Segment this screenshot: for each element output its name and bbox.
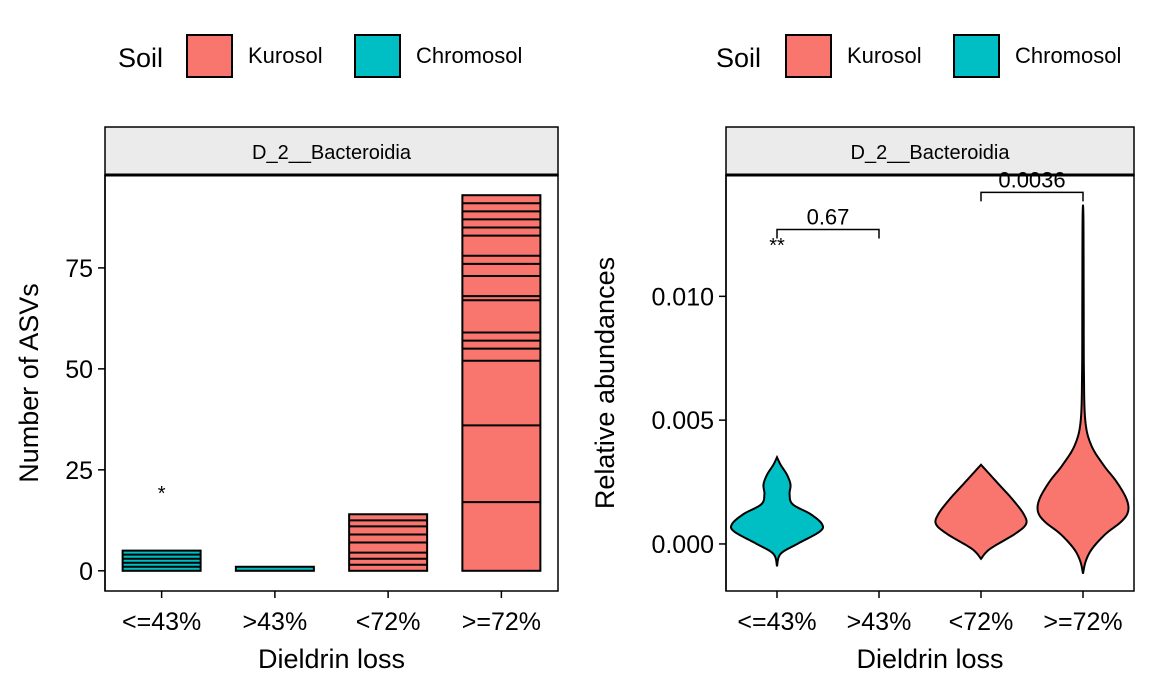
facet-strip <box>725 126 1135 176</box>
legend-label-chromosol: Chromosol <box>1015 43 1121 68</box>
y-axis: 0.000 0.005 0.010 <box>651 175 727 591</box>
legend-label-kurosol: Kurosol <box>847 43 922 68</box>
annotations: * <box>158 483 166 505</box>
facet-strip-label: D_2__Bacteroidia <box>252 142 412 164</box>
y-tick-label: 0.005 <box>651 407 714 435</box>
legend-right: Soil Kurosol Chromosol <box>716 34 1121 78</box>
facet-strip-label: D_2__Bacteroidia <box>851 142 1011 164</box>
legend-label-chromosol: Chromosol <box>416 43 522 68</box>
legend-key-chromosol <box>953 34 1000 78</box>
x-axis: <=43% >43% <72% >=72% <box>737 591 1123 636</box>
legend-key-kurosol <box>785 34 832 78</box>
violin <box>729 454 825 567</box>
legend-title: Soil <box>118 43 163 73</box>
y-axis: 0 25 50 75 <box>65 175 106 591</box>
x-tick-label: <72% <box>356 608 421 636</box>
violin-chart-panel: D_2__Bacteroidia 0.000 0.005 0.010 <=43% >4… <box>590 126 1135 674</box>
bar <box>461 194 542 572</box>
x-axis-title: Dieldrin loss <box>258 644 405 674</box>
legend-key-kurosol <box>186 34 233 78</box>
y-axis-title: Number of ASVs <box>14 283 44 483</box>
legend-left: Soil Kurosol Chromosol <box>118 34 522 78</box>
significance-brackets: 0.67 0.0036 <box>776 167 1084 239</box>
legend-label-kurosol: Kurosol <box>248 43 323 68</box>
annotations: ** <box>769 235 785 257</box>
facet-strip <box>104 126 559 176</box>
x-tick-label: >43% <box>847 608 912 636</box>
violins <box>729 204 1130 574</box>
bar <box>121 549 202 572</box>
p-value-label: 0.67 <box>807 204 850 229</box>
p-value-label: 0.0036 <box>998 167 1065 192</box>
legend-title: Soil <box>716 43 761 73</box>
bar-chart-panel: D_2__Bacteroidia 0 25 50 75 <=43% >43% <72% >=… <box>14 126 559 674</box>
y-tick-label: 75 <box>65 255 93 283</box>
x-tick-label: <72% <box>949 608 1014 636</box>
y-tick-label: 50 <box>65 356 93 384</box>
x-axis-title: Dieldrin loss <box>856 644 1003 674</box>
violin <box>934 463 1028 561</box>
x-tick-label: <=43% <box>122 608 201 636</box>
significance-bracket <box>980 191 1084 202</box>
y-tick-label: 0.000 <box>651 531 714 559</box>
x-tick-label: >43% <box>243 608 308 636</box>
bars <box>121 194 542 572</box>
bar <box>234 565 315 572</box>
x-tick-label: >=72% <box>462 608 541 636</box>
x-tick-label: >=72% <box>1043 608 1122 636</box>
y-axis-title: Relative abundances <box>590 257 620 509</box>
significance-label: * <box>158 483 166 505</box>
legend-key-chromosol <box>354 34 401 78</box>
y-tick-label: 0.010 <box>651 283 714 311</box>
x-tick-label: <=43% <box>737 608 816 636</box>
y-tick-label: 25 <box>65 457 93 485</box>
y-tick-label: 0 <box>79 558 93 586</box>
significance-bracket <box>776 228 880 239</box>
x-axis: <=43% >43% <72% >=72% <box>122 591 541 636</box>
significance-label: ** <box>769 235 785 257</box>
violin <box>1036 204 1130 574</box>
